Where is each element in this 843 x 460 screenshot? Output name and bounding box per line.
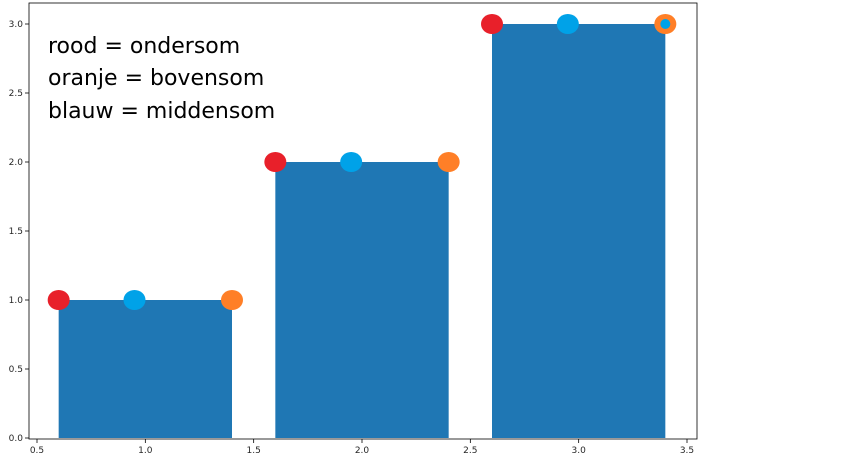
- x-tick-label: 3.5: [680, 446, 694, 456]
- x-tick-label: 2.5: [463, 446, 477, 456]
- x-tick-label: 2.0: [355, 446, 370, 456]
- y-tick-label: 0.0: [9, 434, 24, 444]
- point-orange-2: [437, 152, 460, 172]
- point-orange-1: [221, 290, 243, 310]
- bar-2: [275, 162, 449, 438]
- point-red-3: [481, 14, 503, 34]
- x-tick-label: 3.0: [572, 446, 587, 456]
- y-tick-label: 0.5: [9, 365, 23, 375]
- y-tick-label: 2.0: [9, 158, 24, 168]
- point-blue-3: [556, 14, 579, 34]
- x-tick-label: 0.5: [30, 446, 44, 456]
- y-tick-label: 1.5: [9, 227, 23, 237]
- x-axis-ticks: 0.5 1.0 1.5 2.0 2.5 3.0 3.5: [30, 439, 694, 456]
- points-layer: [47, 14, 677, 310]
- annotation-blue: blauw = middensom: [48, 99, 275, 124]
- y-tick-label: 1.0: [9, 296, 24, 306]
- bars-layer: [58, 24, 666, 438]
- y-tick-label: 2.5: [9, 89, 23, 99]
- x-tick-label: 1.5: [247, 446, 261, 456]
- x-tick-label: 1.0: [138, 446, 153, 456]
- annotation-red: rood = ondersom: [48, 34, 240, 59]
- point-blue-2: [340, 152, 363, 172]
- bar-1: [58, 300, 232, 438]
- y-tick-label: 3.0: [9, 20, 24, 30]
- point-blue-1: [123, 290, 146, 310]
- y-axis-ticks: 0.0 0.5 1.0 1.5 2.0 2.5 3.0: [9, 20, 29, 444]
- annotation-orange: oranje = bovensom: [48, 66, 264, 91]
- point-blue-4: [660, 19, 671, 29]
- point-red-1: [47, 290, 70, 310]
- point-red-2: [264, 152, 287, 172]
- annotation-box: rood = ondersom oranje = bovensom blauw …: [48, 34, 275, 124]
- bar-3: [492, 24, 666, 438]
